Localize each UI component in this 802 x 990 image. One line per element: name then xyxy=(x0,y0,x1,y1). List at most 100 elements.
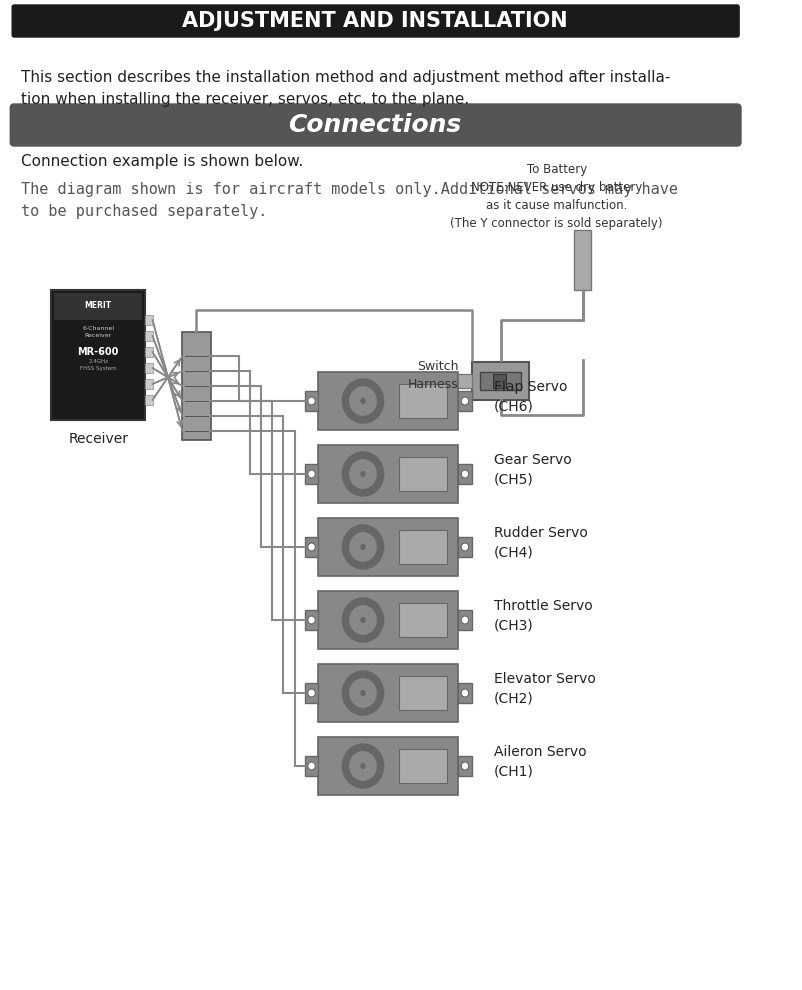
Text: The diagram shown is for aircraft models only.Additional servos may have
to be p: The diagram shown is for aircraft models… xyxy=(21,182,677,219)
Circle shape xyxy=(348,605,377,636)
Circle shape xyxy=(379,619,382,622)
Text: Connections: Connections xyxy=(288,113,461,137)
Circle shape xyxy=(342,671,383,715)
Circle shape xyxy=(374,778,376,781)
Bar xyxy=(145,395,152,405)
Text: Switch
Harness: Switch Harness xyxy=(407,359,458,390)
Circle shape xyxy=(374,632,376,635)
Circle shape xyxy=(360,763,366,769)
Text: Receiver: Receiver xyxy=(68,432,128,446)
Bar xyxy=(145,379,152,389)
Circle shape xyxy=(361,381,364,384)
Circle shape xyxy=(349,705,351,708)
Text: 6-Channel
Receiver: 6-Channel Receiver xyxy=(82,327,114,338)
Bar xyxy=(305,391,318,411)
Bar xyxy=(399,456,447,491)
Circle shape xyxy=(361,453,364,456)
Bar xyxy=(399,383,447,419)
Circle shape xyxy=(374,486,376,489)
Circle shape xyxy=(360,690,366,696)
Bar xyxy=(458,464,471,484)
Text: Rudder Servo
(CH4): Rudder Servo (CH4) xyxy=(493,527,587,559)
Circle shape xyxy=(460,689,468,697)
Circle shape xyxy=(361,745,364,748)
Bar xyxy=(318,591,458,649)
FancyBboxPatch shape xyxy=(10,104,740,146)
Circle shape xyxy=(374,751,376,754)
Bar xyxy=(318,372,458,430)
Circle shape xyxy=(342,525,383,569)
Circle shape xyxy=(307,689,315,697)
Text: Gear Servo
(CH5): Gear Servo (CH5) xyxy=(493,453,571,487)
Bar xyxy=(458,610,471,631)
Bar xyxy=(458,537,471,557)
Circle shape xyxy=(307,543,315,551)
Circle shape xyxy=(374,413,376,416)
Circle shape xyxy=(348,458,377,489)
Circle shape xyxy=(349,751,351,754)
Bar xyxy=(458,391,471,411)
Circle shape xyxy=(360,471,366,477)
Circle shape xyxy=(349,678,351,681)
Bar xyxy=(453,374,472,388)
Text: Connection example is shown below.: Connection example is shown below. xyxy=(21,154,302,169)
Bar xyxy=(480,372,520,390)
Circle shape xyxy=(349,533,351,536)
Circle shape xyxy=(349,486,351,489)
Circle shape xyxy=(361,418,364,421)
Bar xyxy=(305,755,318,776)
Bar xyxy=(145,347,152,357)
Bar xyxy=(145,331,152,341)
Circle shape xyxy=(374,533,376,536)
Bar xyxy=(318,518,458,576)
Circle shape xyxy=(342,598,383,643)
Circle shape xyxy=(307,616,315,624)
Bar xyxy=(458,755,471,776)
Bar xyxy=(472,362,528,400)
Circle shape xyxy=(361,491,364,494)
Circle shape xyxy=(361,783,364,786)
Circle shape xyxy=(343,472,346,475)
Circle shape xyxy=(307,397,315,405)
Text: ADJUSTMENT AND INSTALLATION: ADJUSTMENT AND INSTALLATION xyxy=(182,11,567,31)
Text: This section describes the installation method and adjustment method after insta: This section describes the installation … xyxy=(21,70,669,107)
Bar xyxy=(318,664,458,722)
Circle shape xyxy=(348,532,377,562)
Circle shape xyxy=(379,545,382,548)
Bar xyxy=(145,315,152,325)
Bar xyxy=(305,610,318,631)
Circle shape xyxy=(361,710,364,713)
Bar xyxy=(399,603,447,638)
Circle shape xyxy=(460,616,468,624)
Bar xyxy=(573,230,590,290)
Circle shape xyxy=(348,385,377,417)
Bar xyxy=(305,683,318,703)
Text: 2.4GHz
FHSS System: 2.4GHz FHSS System xyxy=(80,359,116,370)
Circle shape xyxy=(460,543,468,551)
FancyBboxPatch shape xyxy=(12,5,738,37)
Circle shape xyxy=(349,558,351,561)
Circle shape xyxy=(379,472,382,475)
Circle shape xyxy=(343,400,346,403)
Circle shape xyxy=(374,705,376,708)
Circle shape xyxy=(360,398,366,404)
Circle shape xyxy=(342,452,383,496)
Circle shape xyxy=(379,400,382,403)
Circle shape xyxy=(460,762,468,770)
Text: MERIT: MERIT xyxy=(84,302,111,311)
Text: To Battery
NOTE:NEVER use dry battery
as it cause malfunction.
(The Y connector : To Battery NOTE:NEVER use dry battery as… xyxy=(450,163,662,230)
Circle shape xyxy=(361,638,364,641)
Bar xyxy=(399,675,447,711)
Circle shape xyxy=(460,470,468,478)
Bar xyxy=(318,737,458,795)
Circle shape xyxy=(343,619,346,622)
Circle shape xyxy=(343,545,346,548)
Circle shape xyxy=(349,459,351,462)
Bar xyxy=(51,290,145,420)
Circle shape xyxy=(374,386,376,389)
Bar xyxy=(399,748,447,783)
Circle shape xyxy=(348,750,377,781)
Circle shape xyxy=(349,413,351,416)
Circle shape xyxy=(361,600,364,603)
Text: MR-600: MR-600 xyxy=(78,347,119,357)
